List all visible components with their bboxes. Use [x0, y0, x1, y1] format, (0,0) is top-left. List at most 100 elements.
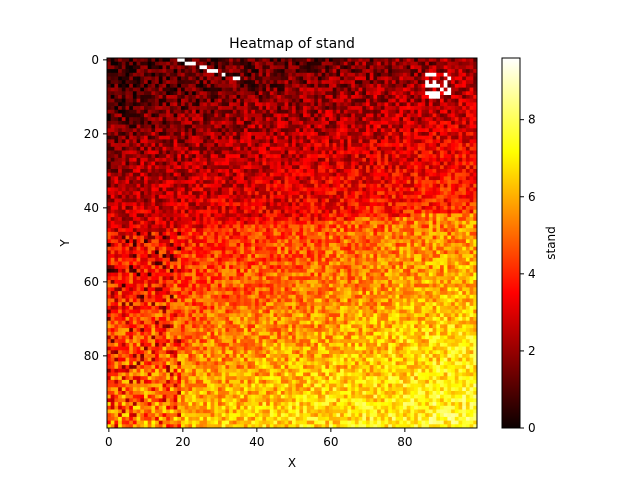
heatmap-cell — [169, 217, 174, 222]
heatmap-cell — [162, 150, 167, 155]
heatmap-cell — [473, 95, 478, 100]
heatmap-cell — [136, 69, 141, 74]
heatmap-cell — [273, 69, 278, 74]
heatmap-cell — [158, 83, 163, 88]
heatmap-cell — [269, 217, 274, 222]
heatmap-cell — [317, 150, 322, 155]
heatmap-cell — [199, 109, 204, 114]
heatmap-cell — [332, 165, 337, 170]
heatmap-cell — [295, 150, 300, 155]
heatmap-cell — [277, 187, 282, 192]
heatmap-cell — [266, 106, 271, 111]
heatmap-cell — [243, 217, 248, 222]
heatmap-cell — [214, 150, 219, 155]
heatmap-cell — [173, 213, 178, 218]
heatmap-cell — [380, 194, 385, 199]
heatmap-cell — [214, 220, 219, 225]
heatmap-cell — [277, 176, 282, 181]
heatmap-cell — [403, 106, 408, 111]
heatmap-cell — [266, 143, 271, 148]
heatmap-cell — [236, 180, 241, 185]
heatmap-cell — [384, 206, 389, 211]
heatmap-cell — [358, 198, 363, 203]
heatmap-cell — [354, 154, 359, 159]
heatmap-cell — [473, 228, 478, 233]
heatmap-cell — [362, 220, 367, 225]
heatmap-cell — [107, 102, 112, 107]
heatmap-cell — [454, 91, 459, 96]
heatmap-cell — [280, 180, 285, 185]
heatmap-cell — [292, 165, 297, 170]
heatmap-cell — [347, 209, 352, 214]
heatmap-cell — [395, 146, 400, 151]
heatmap-cell — [162, 161, 167, 166]
heatmap-cell — [262, 187, 267, 192]
heatmap-cell — [395, 217, 400, 222]
heatmap-cell — [440, 224, 445, 229]
heatmap-cell — [181, 154, 186, 159]
heatmap-cell — [166, 161, 171, 166]
heatmap-cell — [166, 95, 171, 100]
heatmap-cell — [151, 183, 156, 188]
heatmap-cell — [229, 209, 234, 214]
heatmap-cell — [240, 95, 245, 100]
heatmap-cell — [303, 176, 308, 181]
heatmap-cell — [384, 72, 389, 77]
heatmap-cell — [447, 228, 452, 233]
heatmap-cell — [469, 143, 474, 148]
heatmap-cell — [162, 228, 167, 233]
heatmap-cell — [347, 169, 352, 174]
heatmap-cell — [399, 213, 404, 218]
heatmap-cell — [121, 165, 126, 170]
heatmap-cell — [317, 58, 322, 63]
heatmap-cell — [403, 58, 408, 63]
heatmap-cell — [414, 72, 419, 77]
heatmap-cell — [243, 109, 248, 114]
heatmap-cell — [288, 65, 293, 70]
heatmap-cell — [425, 106, 430, 111]
heatmap-cell — [329, 83, 334, 88]
heatmap-cell — [129, 206, 134, 211]
heatmap-cell — [414, 169, 419, 174]
heatmap-cell — [140, 180, 145, 185]
heatmap-cell — [443, 83, 448, 88]
heatmap-cell — [114, 146, 119, 151]
heatmap-cell — [369, 113, 374, 118]
heatmap-cell — [406, 228, 411, 233]
heatmap-cell — [351, 235, 356, 240]
heatmap-cell — [369, 191, 374, 196]
heatmap-cell — [129, 146, 134, 151]
heatmap-cell — [325, 61, 330, 66]
heatmap-cell — [403, 235, 408, 240]
heatmap-cell — [306, 128, 311, 133]
heatmap-cell — [225, 161, 230, 166]
heatmap-cell — [203, 180, 208, 185]
heatmap-cell — [251, 239, 256, 244]
heatmap-cell — [417, 206, 422, 211]
heatmap-cell — [329, 61, 334, 66]
heatmap-cell — [317, 235, 322, 240]
heatmap-cell — [195, 231, 200, 236]
heatmap-cell — [221, 98, 226, 103]
heatmap-cell — [295, 113, 300, 118]
heatmap-cell — [306, 231, 311, 236]
heatmap-cell — [432, 150, 437, 155]
heatmap-cell — [284, 95, 289, 100]
heatmap-cell — [218, 91, 223, 96]
heatmap-cell — [465, 206, 470, 211]
heatmap-cell — [132, 213, 137, 218]
heatmap-cell — [181, 187, 186, 192]
heatmap-cell — [151, 165, 156, 170]
heatmap-cell — [465, 235, 470, 240]
heatmap-cell — [465, 209, 470, 214]
heatmap-cell — [229, 172, 234, 177]
heatmap-cell — [329, 69, 334, 74]
heatmap-cell — [310, 157, 315, 162]
heatmap-cell — [243, 135, 248, 140]
heatmap-cell — [266, 146, 271, 151]
heatmap-cell — [262, 217, 267, 222]
heatmap-cell — [199, 91, 204, 96]
heatmap-cell — [336, 187, 341, 192]
heatmap-cell — [314, 202, 319, 207]
heatmap-cell — [288, 87, 293, 92]
